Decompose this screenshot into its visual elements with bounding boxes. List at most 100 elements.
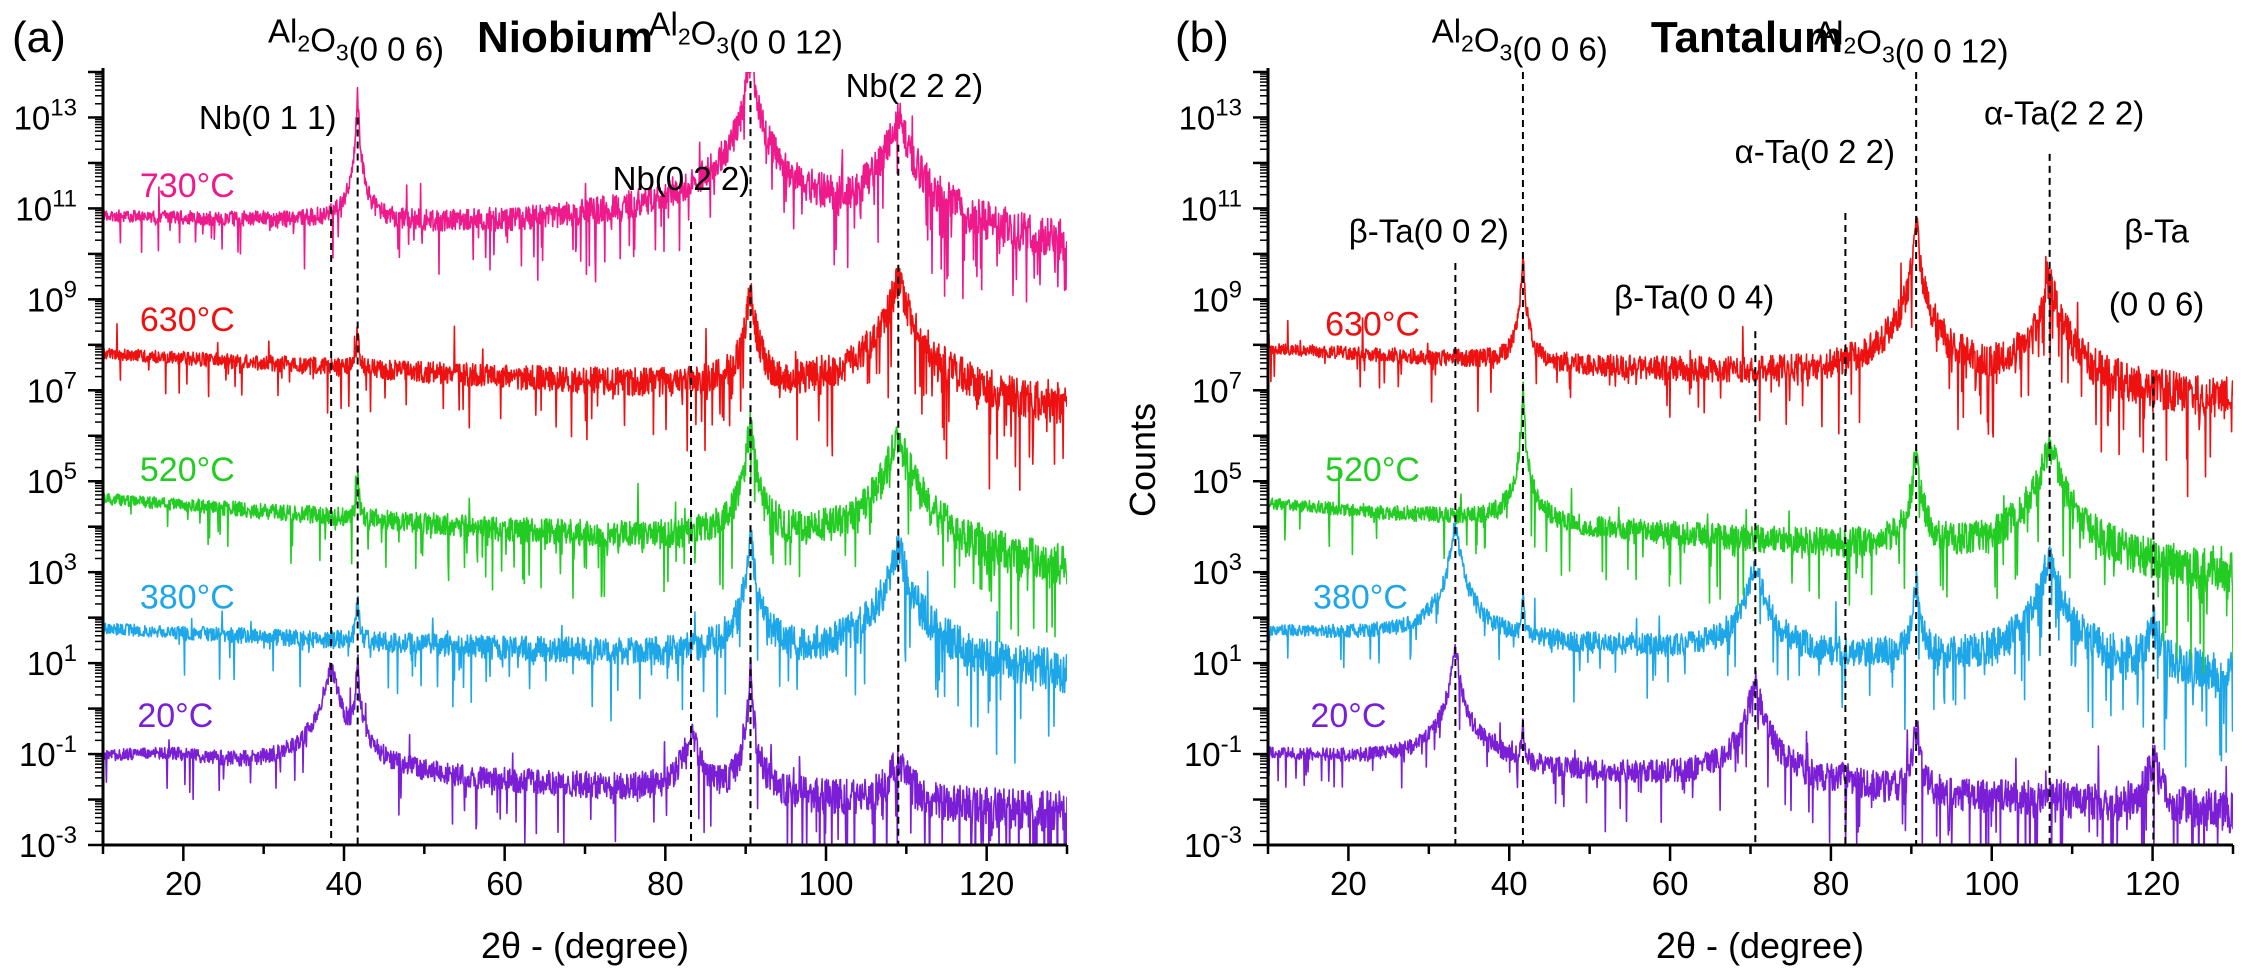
annotation-text: Nb(0 1 1) [199,99,337,136]
annotation-text: Al [268,12,297,49]
subscript: 2 [1844,33,1857,59]
y-tick-exponent: 3 [64,549,77,576]
y-tick-label-tantalum-4: 105 [1192,458,1242,500]
y-tick-exponent: 1 [1229,640,1242,667]
panel-label-b: (b) [1175,13,1229,62]
y-tick-label-tantalum-0: 10-3 [1184,822,1242,864]
y-tick-base: 10 [1180,190,1217,227]
y-tick-label-tantalum-8: 1013 [1179,94,1242,136]
y-tick-base: 10 [27,463,64,500]
annotation-text: Al [1814,15,1843,52]
y-tick-base: 10 [27,372,64,409]
temperature-label-tantalum-380c: 380°C [1313,579,1408,617]
y-tick-label-tantalum-7: 1011 [1180,185,1242,227]
series-line-niobium-520c [103,409,1067,643]
annotation-text: α-Ta(2 2 2) [1984,94,2144,131]
y-tick-exponent: 13 [1215,94,1242,121]
x-tick-label-niobium-20: 20 [165,865,202,902]
y-tick-exponent: 9 [1229,276,1242,303]
y-tick-base: 10 [27,645,64,682]
y-tick-label-tantalum-6: 109 [1192,276,1242,318]
annotation-text: (0 0 6) [349,30,444,67]
subscript: 3 [336,39,349,65]
series-line-tantalum-380c [1268,519,2233,768]
y-tick-base: 10 [27,554,64,591]
series-line-tantalum-520c [1268,381,2233,675]
x-tick-label-niobium-60: 60 [486,865,523,902]
y-tick-label-niobium-0: 10-3 [19,822,77,864]
y-tick-label-tantalum-2: 101 [1192,640,1242,682]
annotation-text: β-Ta [2124,213,2189,250]
x-tick-label-tantalum-100: 100 [1964,865,2019,902]
annotation-text: O [1856,24,1882,61]
series-line-niobium-380c [103,528,1067,764]
x-tick-label-niobium-40: 40 [326,865,363,902]
y-tick-exponent: 13 [50,94,77,121]
y-tick-base: 10 [1192,372,1229,409]
peak-annotation-niobium-1: Al2O3(0 0 6) [268,12,444,67]
y-tick-label-niobium-4: 105 [27,458,77,500]
temperature-label-niobium-380c: 380°C [140,579,235,617]
series-line-niobium-20c [103,654,1067,845]
subscript: 2 [1461,30,1474,56]
y-tick-base: 10 [1184,827,1221,864]
y-tick-base: 10 [1192,554,1229,591]
annotation-text: Al [648,6,677,43]
annotation-text: β-Ta(0 0 4) [1614,278,1774,315]
series-group-tantalum [1268,215,2233,845]
subscript: 3 [1882,42,1895,68]
y-tick-exponent: 11 [52,185,77,212]
peak-annotation-niobium-4: Nb(2 2 2) [846,67,984,104]
panel-label-a: (a) [12,13,66,62]
peak-annotation-tantalum-2: α-Ta(0 2 2) [1735,133,1895,170]
peak-annotation-tantalum-5: β-Ta(0 0 4) [1614,278,1774,315]
peak-annotation-tantalum-3: α-Ta(2 2 2) [1984,94,2144,131]
y-tick-exponent: 11 [1217,185,1242,212]
x-tick-label-tantalum-60: 60 [1652,865,1689,902]
y-tick-exponent: -3 [56,822,77,849]
x-axis-label-tantalum: 2θ - (degree) [1656,925,1864,966]
panel-niobium: (a) Niobium 2θ - (degree) 20 40 60 80 100 120… [12,6,1069,966]
y-tick-label-niobium-7: 1011 [15,185,77,227]
annotation-text: β-Ta(0 0 2) [1349,213,1509,250]
temperature-label-niobium-730c: 730°C [140,167,235,205]
series-group-niobium [103,72,1067,845]
annotation-text: Nb(2 2 2) [846,67,984,104]
y-tick-base: 10 [14,99,51,136]
y-tick-base: 10 [15,190,52,227]
peak-annotation-tantalum-7: (0 0 6) [2109,285,2204,322]
y-tick-exponent: -1 [56,731,77,758]
y-tick-label-tantalum-5: 107 [1192,367,1242,409]
y-tick-base: 10 [27,281,64,318]
annotation-text: O [1474,21,1500,58]
temperature-label-tantalum-630c: 630°C [1325,306,1420,344]
chart-title-tantalum: Tantalum [1651,13,1843,62]
y-tick-base: 10 [1192,281,1229,318]
x-axis-label-niobium: 2θ - (degree) [481,925,689,966]
plot-area-niobium: 20 40 60 80 100 12010-310-1101103105107109101… [14,6,1069,902]
plot-area-tantalum: 20 40 60 80 100 12010-310-1101103105107109101… [1179,12,2235,902]
peak-annotation-tantalum-0: Al2O3(0 0 6) [1432,12,1608,67]
y-tick-exponent: 7 [1229,367,1242,394]
series-line-tantalum-20c [1268,643,2233,845]
peak-annotation-tantalum-1: Al2O3(0 0 12) [1814,15,2008,70]
y-tick-base: 10 [19,736,56,773]
y-tick-label-niobium-2: 101 [27,640,77,682]
x-tick-label-tantalum-120: 120 [2125,865,2180,902]
y-tick-exponent: 7 [64,367,77,394]
y-tick-exponent: 3 [1229,549,1242,576]
subscript: 3 [1500,39,1513,65]
x-tick-label-niobium-120: 120 [959,865,1014,902]
subscript: 2 [678,24,691,50]
x-tick-label-tantalum-40: 40 [1491,865,1528,902]
y-tick-exponent: 5 [64,458,77,485]
temperature-label-niobium-520c: 520°C [140,451,235,489]
y-tick-base: 10 [19,827,56,864]
y-tick-label-niobium-6: 109 [27,276,77,318]
temperature-label-niobium-630c: 630°C [140,301,235,339]
y-tick-exponent: -1 [1221,731,1242,758]
annotation-text: O [310,21,336,58]
y-tick-label-tantalum-1: 10-1 [1184,731,1242,773]
y-tick-exponent: 5 [1229,458,1242,485]
